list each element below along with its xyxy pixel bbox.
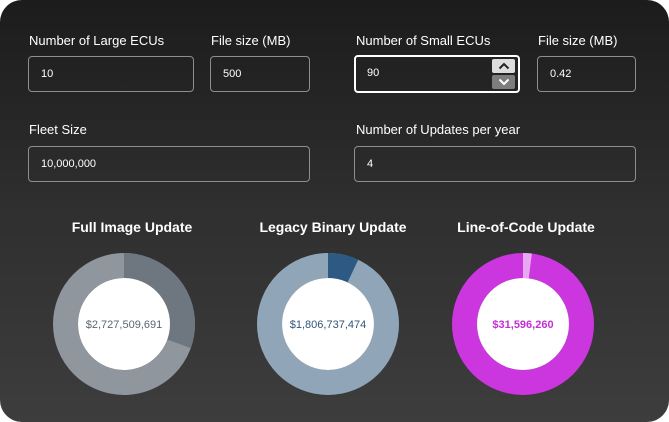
legacy-binary-segment xyxy=(257,253,399,395)
small-ecus-label: Number of Small ECUs xyxy=(356,33,491,48)
legacy-binary-center xyxy=(282,278,374,370)
small-file-size-label: File size (MB) xyxy=(538,33,618,48)
line-of-code-value: $31,596,260 xyxy=(492,319,553,331)
large-ecus-input[interactable]: 10 xyxy=(28,56,194,92)
large-file-size-input[interactable]: 500 xyxy=(210,56,310,92)
fleet-size-input[interactable]: 10,000,000 xyxy=(28,146,310,182)
updates-per-year-input[interactable]: 4 xyxy=(354,146,636,182)
chevron-down-icon xyxy=(498,78,509,86)
full-image-segment xyxy=(53,253,195,395)
small-file-size-input[interactable]: 0.42 xyxy=(537,56,636,92)
fleet-size-label: Fleet Size xyxy=(29,122,87,137)
chevron-up-icon xyxy=(498,62,509,70)
increment-button[interactable] xyxy=(492,59,515,73)
legacy-binary-title: Legacy Binary Update xyxy=(259,219,407,235)
line-of-code-center xyxy=(477,278,569,370)
full-image-donut: $2,727,509,691 xyxy=(53,253,195,395)
line-of-code-title: Line-of-Code Update xyxy=(457,219,595,235)
full-image-title: Full Image Update xyxy=(71,219,193,235)
large-ecus-label: Number of Large ECUs xyxy=(29,33,165,48)
small-ecus-input[interactable]: 90 xyxy=(354,55,520,93)
line-of-code-segment xyxy=(452,253,594,395)
line-of-code-donut: $31,596,260 xyxy=(452,253,594,395)
legacy-binary-value: $1,806,737,474 xyxy=(290,319,366,331)
legacy-binary-donut: $1,806,737,474 xyxy=(257,253,399,395)
large-file-size-label: File size (MB) xyxy=(211,33,291,48)
small-ecus-value: 90 xyxy=(367,67,380,79)
decrement-button[interactable] xyxy=(492,75,515,89)
full-image-value: $2,727,509,691 xyxy=(86,319,162,331)
updates-per-year-label: Number of Updates per year xyxy=(356,122,521,137)
full-image-center xyxy=(78,278,170,370)
